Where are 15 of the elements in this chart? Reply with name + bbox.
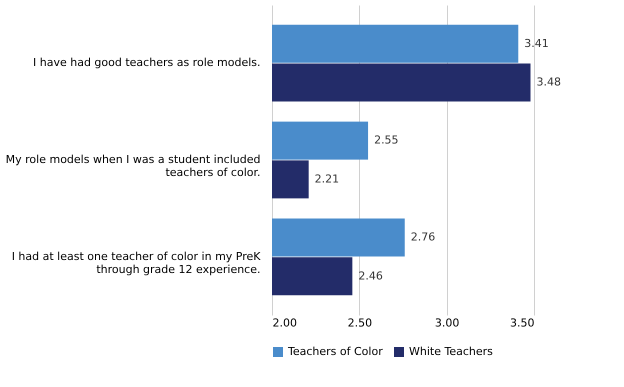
data-label: 2.21 [314, 172, 340, 186]
data-label: 2.55 [374, 134, 399, 147]
y-tick-label: I have had good teachers as role models. [33, 56, 260, 70]
data-label: 3.41 [524, 36, 549, 50]
x-tick-label: 3.50 [510, 316, 534, 330]
y-tick-label: I had at least one teacher of color in my PreK through grade 12 experience. [12, 250, 262, 276]
data-label: 3.48 [536, 76, 562, 88]
data-label: 2.76 [410, 230, 436, 244]
x-tick-label: 2.00 [272, 316, 297, 330]
legend-label: White Teachers [409, 345, 494, 358]
x-tick-label: 3.00 [434, 316, 460, 330]
y-tick-label: My role models when I was a student included teachers of color. [6, 153, 260, 179]
data-label: 2.46 [358, 269, 383, 282]
legend-label: Teachers of Color [287, 345, 384, 358]
x-tick-label: 2.50 [348, 316, 372, 330]
